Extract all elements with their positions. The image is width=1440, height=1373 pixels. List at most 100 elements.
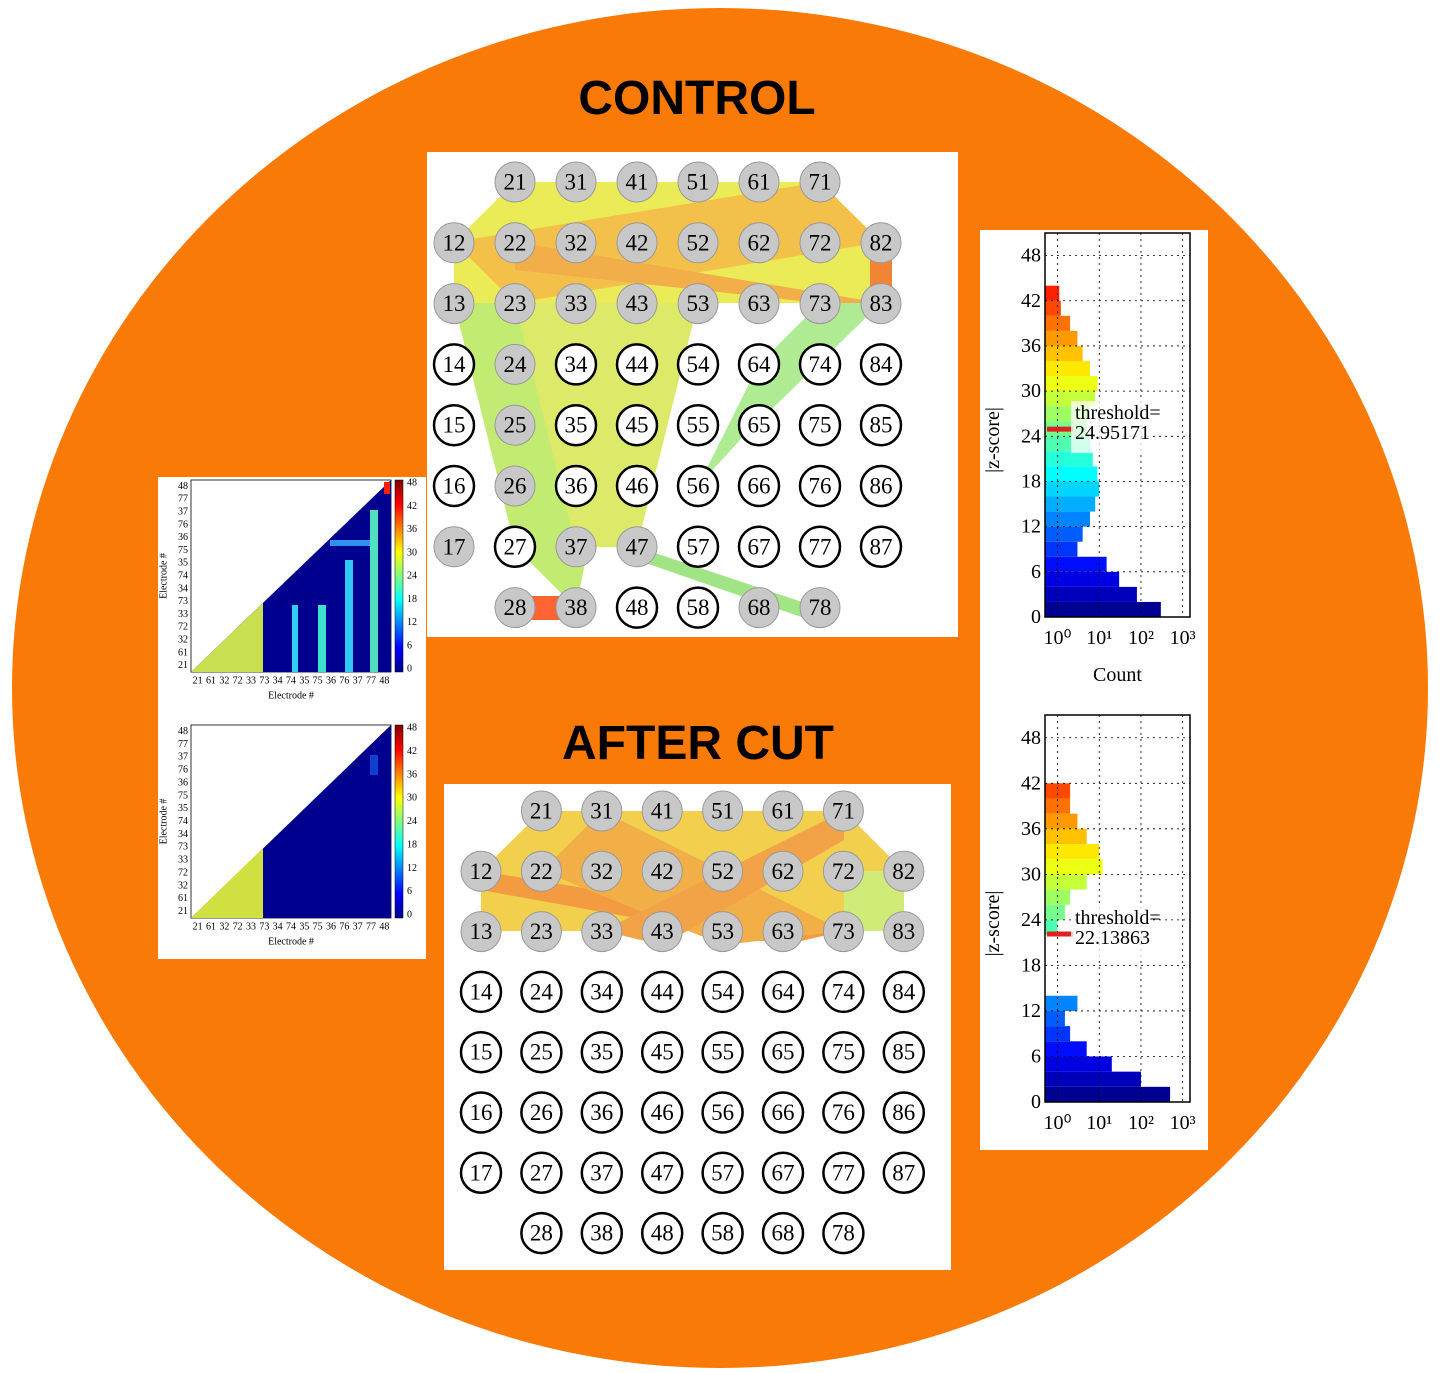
histogram-bar xyxy=(1045,813,1078,829)
colorbar-tick-label: 6 xyxy=(407,640,412,651)
electrode-label: 68 xyxy=(748,595,771,620)
electrode-label: 36 xyxy=(590,1100,613,1125)
electrode xyxy=(641,850,683,892)
heatmap-x-tick-label: 33 xyxy=(246,922,256,933)
electrode xyxy=(520,1091,563,1134)
y-tick-label: 48 xyxy=(1021,727,1041,749)
heatmap-x-label: Electrode # xyxy=(268,937,314,948)
histogram-bar xyxy=(1045,1056,1112,1072)
electrode xyxy=(761,970,805,1014)
heatmap-x-tick-label: 75 xyxy=(313,922,323,933)
electrode xyxy=(580,1030,624,1074)
heatmap-y-tick-label: 72 xyxy=(178,867,188,878)
electrode-label: 52 xyxy=(687,230,710,255)
heatmap-y-label: Electrode # xyxy=(159,799,170,845)
colorbar-tick-label: 0 xyxy=(407,664,412,675)
electrode-label: 58 xyxy=(687,595,710,620)
electrode xyxy=(494,587,536,629)
colorbar-tick-label: 36 xyxy=(407,769,417,780)
electrode-label: 45 xyxy=(626,413,649,438)
electrode-label: 42 xyxy=(651,859,674,884)
title-after-cut: AFTER CUT xyxy=(562,717,834,770)
electrode xyxy=(737,403,781,447)
heatmap-x-tick-label: 76 xyxy=(339,676,349,687)
heatmap-y-tick-label: 36 xyxy=(178,777,188,788)
threshold-value: 24.95171 xyxy=(1075,422,1150,444)
heatmap-y-tick-label: 73 xyxy=(178,596,188,607)
electrode-label: 38 xyxy=(590,1221,613,1246)
electrode-label: 77 xyxy=(832,1160,855,1185)
electrode-label: 23 xyxy=(530,919,553,944)
electrode xyxy=(581,911,623,953)
electrode-label: 48 xyxy=(651,1221,674,1246)
electrode xyxy=(520,850,562,892)
electrode xyxy=(737,343,781,386)
x-tick-label: 10³ xyxy=(1170,627,1196,649)
histogram-bar xyxy=(1045,345,1083,361)
electrode xyxy=(799,283,841,325)
electrode-label: 52 xyxy=(711,859,734,884)
electrode-label: 35 xyxy=(590,1040,613,1065)
electrode xyxy=(432,464,476,508)
heatmap-y-tick-label: 73 xyxy=(178,842,188,853)
heatmap-y-tick-label: 75 xyxy=(178,545,188,556)
heatmap-y-tick-label: 74 xyxy=(178,571,188,582)
electrode xyxy=(702,790,744,832)
electrode xyxy=(459,1030,503,1074)
electrode-label: 27 xyxy=(530,1160,553,1185)
colorbar-tick-label: 0 xyxy=(407,910,412,921)
heatmap-y-label: Electrode # xyxy=(159,553,170,599)
electrode-label: 54 xyxy=(687,352,711,377)
histogram-bar xyxy=(1045,783,1071,799)
electrode xyxy=(580,1211,624,1255)
electrode-label: 34 xyxy=(565,352,589,377)
electrode-label: 32 xyxy=(565,230,588,255)
heatmap-x-tick-label: 73 xyxy=(259,676,269,687)
electrode-label: 82 xyxy=(892,859,915,884)
colorbar-tick-label: 48 xyxy=(407,723,417,734)
electrode xyxy=(859,403,903,447)
electrode xyxy=(616,283,658,325)
colorbar-tick-label: 42 xyxy=(407,501,417,512)
electrode-label: 67 xyxy=(748,534,771,559)
electrode xyxy=(762,790,804,832)
electrode-label: 77 xyxy=(809,534,832,559)
electrode xyxy=(859,525,903,569)
histogram-bar xyxy=(1045,995,1078,1011)
electrode-label: 45 xyxy=(651,1040,674,1065)
electrode-label: 63 xyxy=(748,291,771,316)
electrode-label: 61 xyxy=(772,799,795,824)
heatmap-x-tick-label: 74 xyxy=(286,676,296,687)
histogram-bar xyxy=(1045,330,1078,346)
y-tick-label: 30 xyxy=(1021,863,1041,885)
electrode xyxy=(615,403,659,447)
electrode-label: 34 xyxy=(590,979,614,1004)
electrode xyxy=(761,1091,805,1134)
heatmap-y-tick-label: 37 xyxy=(178,507,188,518)
electrode xyxy=(433,526,475,568)
electrode-label: 12 xyxy=(470,859,493,884)
electrode xyxy=(555,161,597,203)
electrode xyxy=(737,464,781,508)
y-axis-label: |z-score| xyxy=(982,407,1004,473)
electrode xyxy=(640,1030,684,1074)
electrode-label: 71 xyxy=(832,799,855,824)
x-tick-label: 10¹ xyxy=(1086,1112,1112,1134)
histogram-bar xyxy=(1045,466,1098,482)
heatmap-x-tick-label: 76 xyxy=(339,922,349,933)
electrode xyxy=(822,1151,865,1195)
heatmap-x-tick-label: 73 xyxy=(259,922,269,933)
electrode xyxy=(882,1030,926,1074)
x-tick-label: 10¹ xyxy=(1086,627,1112,649)
heatmap-x-tick-label: 36 xyxy=(326,922,336,933)
electrode-label: 71 xyxy=(809,170,832,195)
electrode xyxy=(822,1211,865,1255)
heatmap-x-tick-label: 32 xyxy=(219,676,229,687)
electrode xyxy=(883,911,925,953)
electrode-label: 66 xyxy=(748,474,771,499)
electrode-label: 85 xyxy=(870,413,893,438)
heatmap-x-tick-label: 77 xyxy=(366,922,376,933)
electrode xyxy=(798,464,842,508)
electrode xyxy=(761,1151,805,1195)
